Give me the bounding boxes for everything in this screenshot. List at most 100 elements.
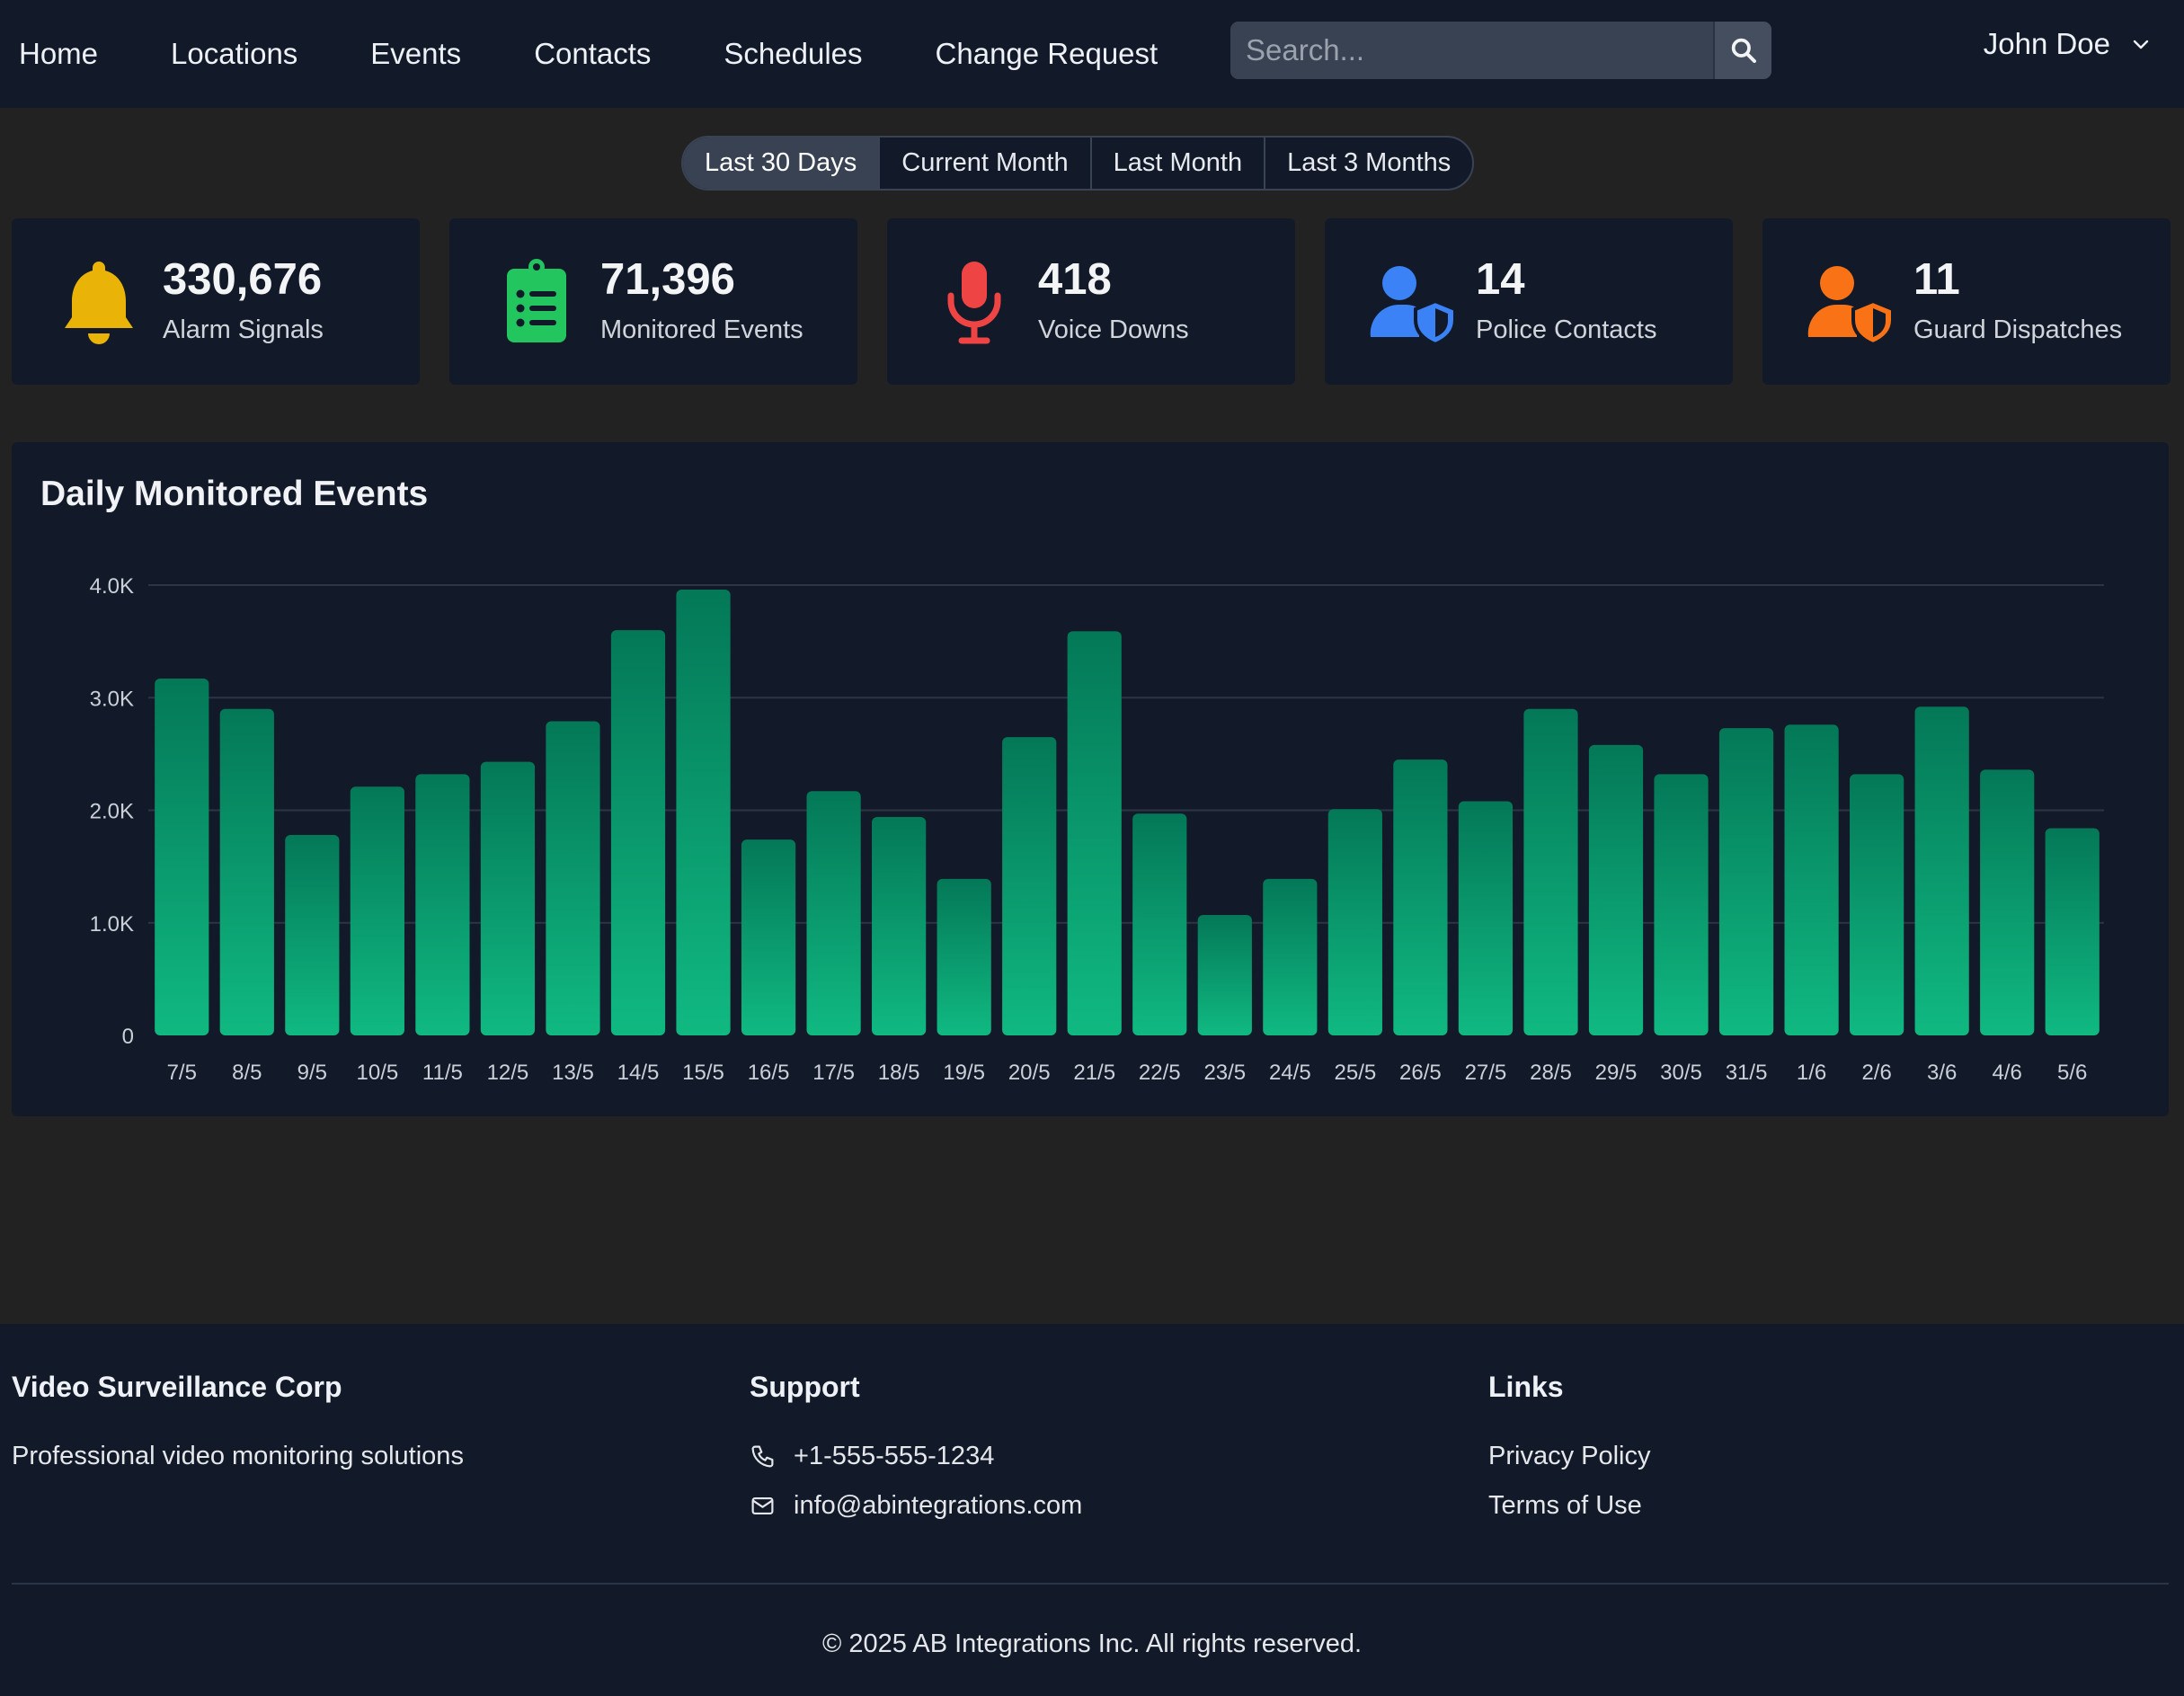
- bar-30-5[interactable]: [1654, 774, 1709, 1035]
- x-tick-label: 4/6: [1993, 1061, 2022, 1085]
- bar-2-6[interactable]: [1850, 774, 1904, 1035]
- x-tick-label: 15/5: [682, 1061, 724, 1085]
- search-box: [1230, 22, 1771, 79]
- x-tick-label: 31/5: [1726, 1061, 1768, 1085]
- copyright: © 2025 AB Integrations Inc. All rights r…: [821, 1629, 1363, 1658]
- bar-13-5[interactable]: [546, 721, 600, 1035]
- bar-26-5[interactable]: [1393, 759, 1448, 1035]
- stat-label: Guard Dispatches: [1913, 315, 2123, 344]
- stat-card-voice-downs: 418 Voice Downs: [887, 218, 1295, 385]
- x-tick-label: 16/5: [748, 1061, 790, 1085]
- bar-12-5[interactable]: [480, 761, 536, 1035]
- bar-20-5[interactable]: [1002, 737, 1057, 1035]
- bar-24-5[interactable]: [1263, 878, 1318, 1035]
- footer-email[interactable]: info@abintegrations.com: [750, 1491, 1082, 1521]
- x-tick-label: 26/5: [1399, 1061, 1442, 1085]
- bar-3-6[interactable]: [1914, 706, 1969, 1035]
- footer-support-title: Support: [750, 1371, 860, 1403]
- bar-14-5[interactable]: [610, 630, 666, 1035]
- bar-15-5[interactable]: [676, 590, 731, 1035]
- y-tick-label: 0: [122, 1025, 134, 1049]
- footer-phone-text: +1-555-555-1234: [794, 1442, 995, 1470]
- stat-card-alarm-signals: 330,676 Alarm Signals: [12, 218, 420, 385]
- bar-27-5[interactable]: [1458, 801, 1514, 1035]
- bar-10-5[interactable]: [350, 786, 404, 1035]
- clipboard-list-icon: [507, 259, 566, 342]
- bar-28-5[interactable]: [1523, 708, 1578, 1035]
- bar-4-6[interactable]: [1980, 769, 2035, 1035]
- search-button[interactable]: [1713, 22, 1771, 79]
- x-tick-label: 30/5: [1660, 1061, 1702, 1085]
- period-selector: Last 30 Days Current Month Last Month La…: [681, 136, 1475, 191]
- x-tick-label: 9/5: [297, 1061, 327, 1085]
- x-tick-label: 27/5: [1465, 1061, 1507, 1085]
- footer-support-column: Support +1-555-555-1234 info@abintegrati…: [750, 1371, 1082, 1541]
- bar-18-5[interactable]: [872, 817, 927, 1035]
- period-last-month[interactable]: Last Month: [1089, 138, 1264, 189]
- nav-locations[interactable]: Locations: [171, 37, 298, 70]
- stat-value: 11: [1913, 255, 1960, 304]
- x-tick-label: 1/6: [1797, 1061, 1826, 1085]
- y-tick-label: 2.0K: [90, 800, 134, 824]
- phone-icon: [751, 1445, 774, 1468]
- bar-8-5[interactable]: [219, 708, 274, 1035]
- footer-company-column: Video Surveillance Corp Professional vid…: [12, 1371, 464, 1471]
- bar-21-5[interactable]: [1067, 631, 1122, 1035]
- stat-label: Alarm Signals: [163, 315, 324, 344]
- chevron-down-icon: [2133, 40, 2149, 49]
- footer-link-terms-of-use[interactable]: Terms of Use: [1488, 1491, 1642, 1520]
- x-tick-label: 8/5: [232, 1061, 262, 1085]
- x-tick-label: 19/5: [943, 1061, 985, 1085]
- footer-link-privacy-policy[interactable]: Privacy Policy: [1488, 1442, 1651, 1470]
- bar-16-5[interactable]: [741, 839, 796, 1035]
- user-shield-icon: [1807, 266, 1895, 347]
- stat-label: Monitored Events: [600, 315, 803, 344]
- x-tick-label: 21/5: [1073, 1061, 1115, 1085]
- x-tick-label: 10/5: [357, 1061, 399, 1085]
- chart-panel: Daily Monitored Events 0 1.0K 2.0K 3.0K 4.0K…: [12, 442, 2169, 1116]
- bar-17-5[interactable]: [806, 791, 861, 1035]
- x-tick-label: 29/5: [1595, 1061, 1638, 1085]
- stat-card-monitored-events: 71,396 Monitored Events: [449, 218, 857, 385]
- period-last-30-days[interactable]: Last 30 Days: [683, 138, 879, 189]
- x-tick-label: 17/5: [812, 1061, 855, 1085]
- x-tick-label: 24/5: [1269, 1061, 1311, 1085]
- user-menu[interactable]: John Doe: [1984, 27, 2152, 61]
- bar-5-6[interactable]: [2045, 828, 2100, 1035]
- user-name: John Doe: [1983, 27, 2110, 60]
- search-icon: [1731, 38, 1756, 63]
- x-tick-label: 7/5: [167, 1061, 197, 1085]
- nav-home[interactable]: Home: [19, 37, 99, 70]
- footer-phone[interactable]: +1-555-555-1234: [750, 1442, 1082, 1471]
- period-current-month[interactable]: Current Month: [878, 138, 1089, 189]
- bar-11-5[interactable]: [415, 774, 470, 1035]
- x-tick-label: 23/5: [1203, 1061, 1246, 1085]
- nav-change-request[interactable]: Change Request: [935, 37, 1159, 70]
- footer-email-text: info@abintegrations.com: [794, 1491, 1083, 1520]
- nav-schedules[interactable]: Schedules: [724, 37, 863, 70]
- nav-events[interactable]: Events: [370, 37, 462, 70]
- footer-company-name: Video Surveillance Corp: [12, 1371, 342, 1403]
- x-tick-label: 3/6: [1927, 1061, 1957, 1085]
- bar-25-5[interactable]: [1327, 809, 1382, 1035]
- footer-divider: [12, 1583, 2169, 1585]
- bar-29-5[interactable]: [1588, 744, 1644, 1035]
- bar-1-6[interactable]: [1784, 724, 1839, 1035]
- stat-value: 14: [1476, 255, 1525, 304]
- bar-22-5[interactable]: [1132, 813, 1187, 1035]
- nav-contacts[interactable]: Contacts: [534, 37, 652, 70]
- microphone-icon: [947, 262, 1001, 344]
- search-input[interactable]: [1230, 22, 1713, 79]
- daily-events-bar-chart: 0 1.0K 2.0K 3.0K 4.0K 7/5 8/5 9/5 10/5 11/5 12/5 13…: [90, 574, 2104, 1085]
- bar-19-5[interactable]: [937, 878, 991, 1035]
- bar-31-5[interactable]: [1718, 728, 1774, 1035]
- nav-links: Home Locations Events Contacts Schedules…: [19, 37, 1230, 71]
- period-last-3-months[interactable]: Last 3 Months: [1264, 138, 1472, 189]
- bar-9-5[interactable]: [285, 835, 340, 1035]
- bar-7-5[interactable]: [155, 678, 209, 1035]
- stat-label: Police Contacts: [1476, 315, 1657, 344]
- x-tick-label: 20/5: [1008, 1061, 1051, 1085]
- mail-icon: [751, 1496, 774, 1515]
- bar-23-5[interactable]: [1197, 914, 1252, 1035]
- y-tick-label: 4.0K: [90, 574, 134, 599]
